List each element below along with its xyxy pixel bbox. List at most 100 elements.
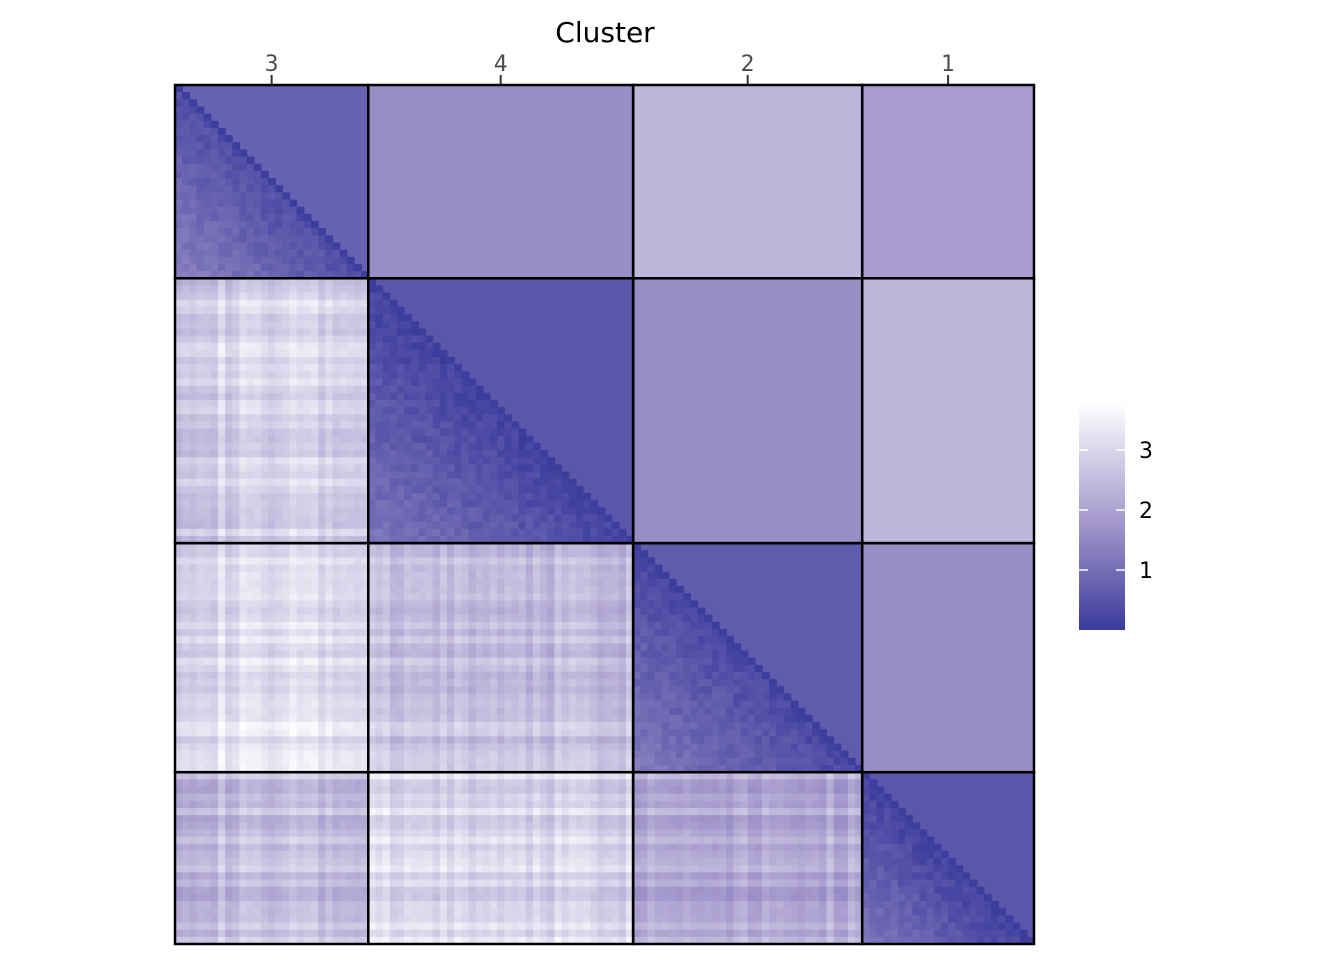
heatmap-cell <box>253 528 262 537</box>
heatmap-cell <box>647 571 656 580</box>
heatmap-cell <box>540 693 548 702</box>
heatmap-cell <box>217 700 226 709</box>
heatmap-cell <box>182 185 190 193</box>
heatmap-cell <box>353 807 362 816</box>
heatmap-cell <box>246 514 255 523</box>
heatmap-cell <box>203 156 212 165</box>
heatmap-cell <box>325 557 334 566</box>
heatmap-cell <box>389 765 398 773</box>
heatmap-cell <box>561 557 570 566</box>
heatmap-cell <box>268 514 276 523</box>
heatmap-cell <box>404 342 412 351</box>
heatmap-cell <box>325 471 334 480</box>
heatmap-cell <box>175 349 183 358</box>
heatmap-cell <box>382 757 391 766</box>
heatmap-cell <box>246 178 255 186</box>
heatmap-cell <box>353 263 362 272</box>
heatmap-cell <box>239 328 248 337</box>
heatmap-cell <box>353 364 362 372</box>
heatmap-cell <box>210 335 219 344</box>
heatmap-cell <box>361 793 369 802</box>
heatmap-cell <box>325 485 334 494</box>
heatmap-cell <box>540 485 548 494</box>
heatmap-cell <box>547 543 555 551</box>
heatmap-cell <box>275 457 283 465</box>
heatmap-cell <box>318 507 326 516</box>
heatmap-cell <box>482 757 491 766</box>
heatmap-cell <box>239 722 248 730</box>
heatmap-cell <box>175 178 183 186</box>
heatmap-cell <box>253 807 262 816</box>
heatmap-cell <box>361 629 369 637</box>
heatmap-cell <box>439 485 448 494</box>
heatmap-cell <box>683 707 691 716</box>
heatmap-cell <box>210 450 219 458</box>
heatmap-cell <box>597 614 606 623</box>
heatmap-cell <box>332 664 341 673</box>
heatmap-cell <box>311 650 319 659</box>
heatmap-cell <box>289 493 298 501</box>
heatmap-cell <box>210 221 219 229</box>
heatmap-cell <box>432 500 441 508</box>
heatmap-cell <box>368 493 377 501</box>
heatmap-cell <box>389 485 398 494</box>
heatmap-cell <box>447 671 455 680</box>
heatmap-cell <box>210 664 219 673</box>
heatmap-cell <box>311 843 319 852</box>
heatmap-cells <box>175 85 1035 945</box>
heatmap-cell <box>532 714 541 723</box>
heatmap-cell <box>339 271 348 279</box>
heatmap-cell <box>175 836 183 845</box>
heatmap-cell <box>232 407 241 415</box>
heatmap-cell <box>239 278 248 287</box>
heatmap-cell <box>318 478 326 487</box>
heatmap-cell <box>468 578 477 587</box>
heatmap-cell <box>668 629 677 637</box>
heatmap-cell <box>361 614 369 623</box>
heatmap-cell <box>504 736 513 745</box>
heatmap-cell <box>346 442 355 451</box>
heatmap-cell <box>332 471 341 480</box>
heatmap-cell <box>540 607 548 616</box>
heatmap-cell <box>203 671 212 680</box>
heatmap-cell <box>239 571 248 580</box>
heatmap-cell <box>389 729 398 738</box>
heatmap-cell <box>404 564 412 573</box>
heatmap-cell <box>289 836 298 845</box>
heatmap-cell <box>726 757 734 766</box>
heatmap-cell <box>210 142 219 151</box>
heatmap-cell <box>311 765 319 773</box>
heatmap-cell <box>196 127 205 136</box>
heatmap-cell <box>332 671 341 680</box>
heatmap-cell <box>296 700 305 709</box>
heatmap-cell <box>260 328 269 337</box>
heatmap-cell <box>640 593 649 601</box>
heatmap-cell <box>175 514 183 523</box>
heatmap-cell <box>747 750 756 759</box>
heatmap-cell <box>418 722 427 730</box>
heatmap-cell <box>311 357 319 365</box>
heatmap-cell <box>311 707 319 716</box>
heatmap-cell <box>203 593 212 601</box>
heatmap-cell <box>260 349 269 358</box>
heatmap-cell <box>361 493 369 501</box>
heatmap-cell <box>418 514 427 523</box>
heatmap-cell <box>182 693 190 702</box>
heatmap-cell <box>618 736 627 745</box>
heatmap-cell <box>418 586 427 594</box>
heatmap-cell <box>296 550 305 559</box>
heatmap-cell <box>547 464 555 473</box>
heatmap-cell <box>268 178 276 186</box>
heatmap-cell <box>318 793 326 802</box>
heatmap-cell <box>260 185 269 193</box>
heatmap-cell <box>618 550 627 559</box>
heatmap-cell <box>325 442 334 451</box>
heatmap-cell <box>268 228 276 236</box>
heatmap-cell <box>175 464 183 473</box>
heatmap-cell <box>260 399 269 408</box>
heatmap-cell <box>447 743 455 752</box>
heatmap-cell <box>275 263 283 272</box>
heatmap-cell <box>339 306 348 315</box>
heatmap-cell <box>203 185 212 193</box>
heatmap-cell <box>203 507 212 516</box>
